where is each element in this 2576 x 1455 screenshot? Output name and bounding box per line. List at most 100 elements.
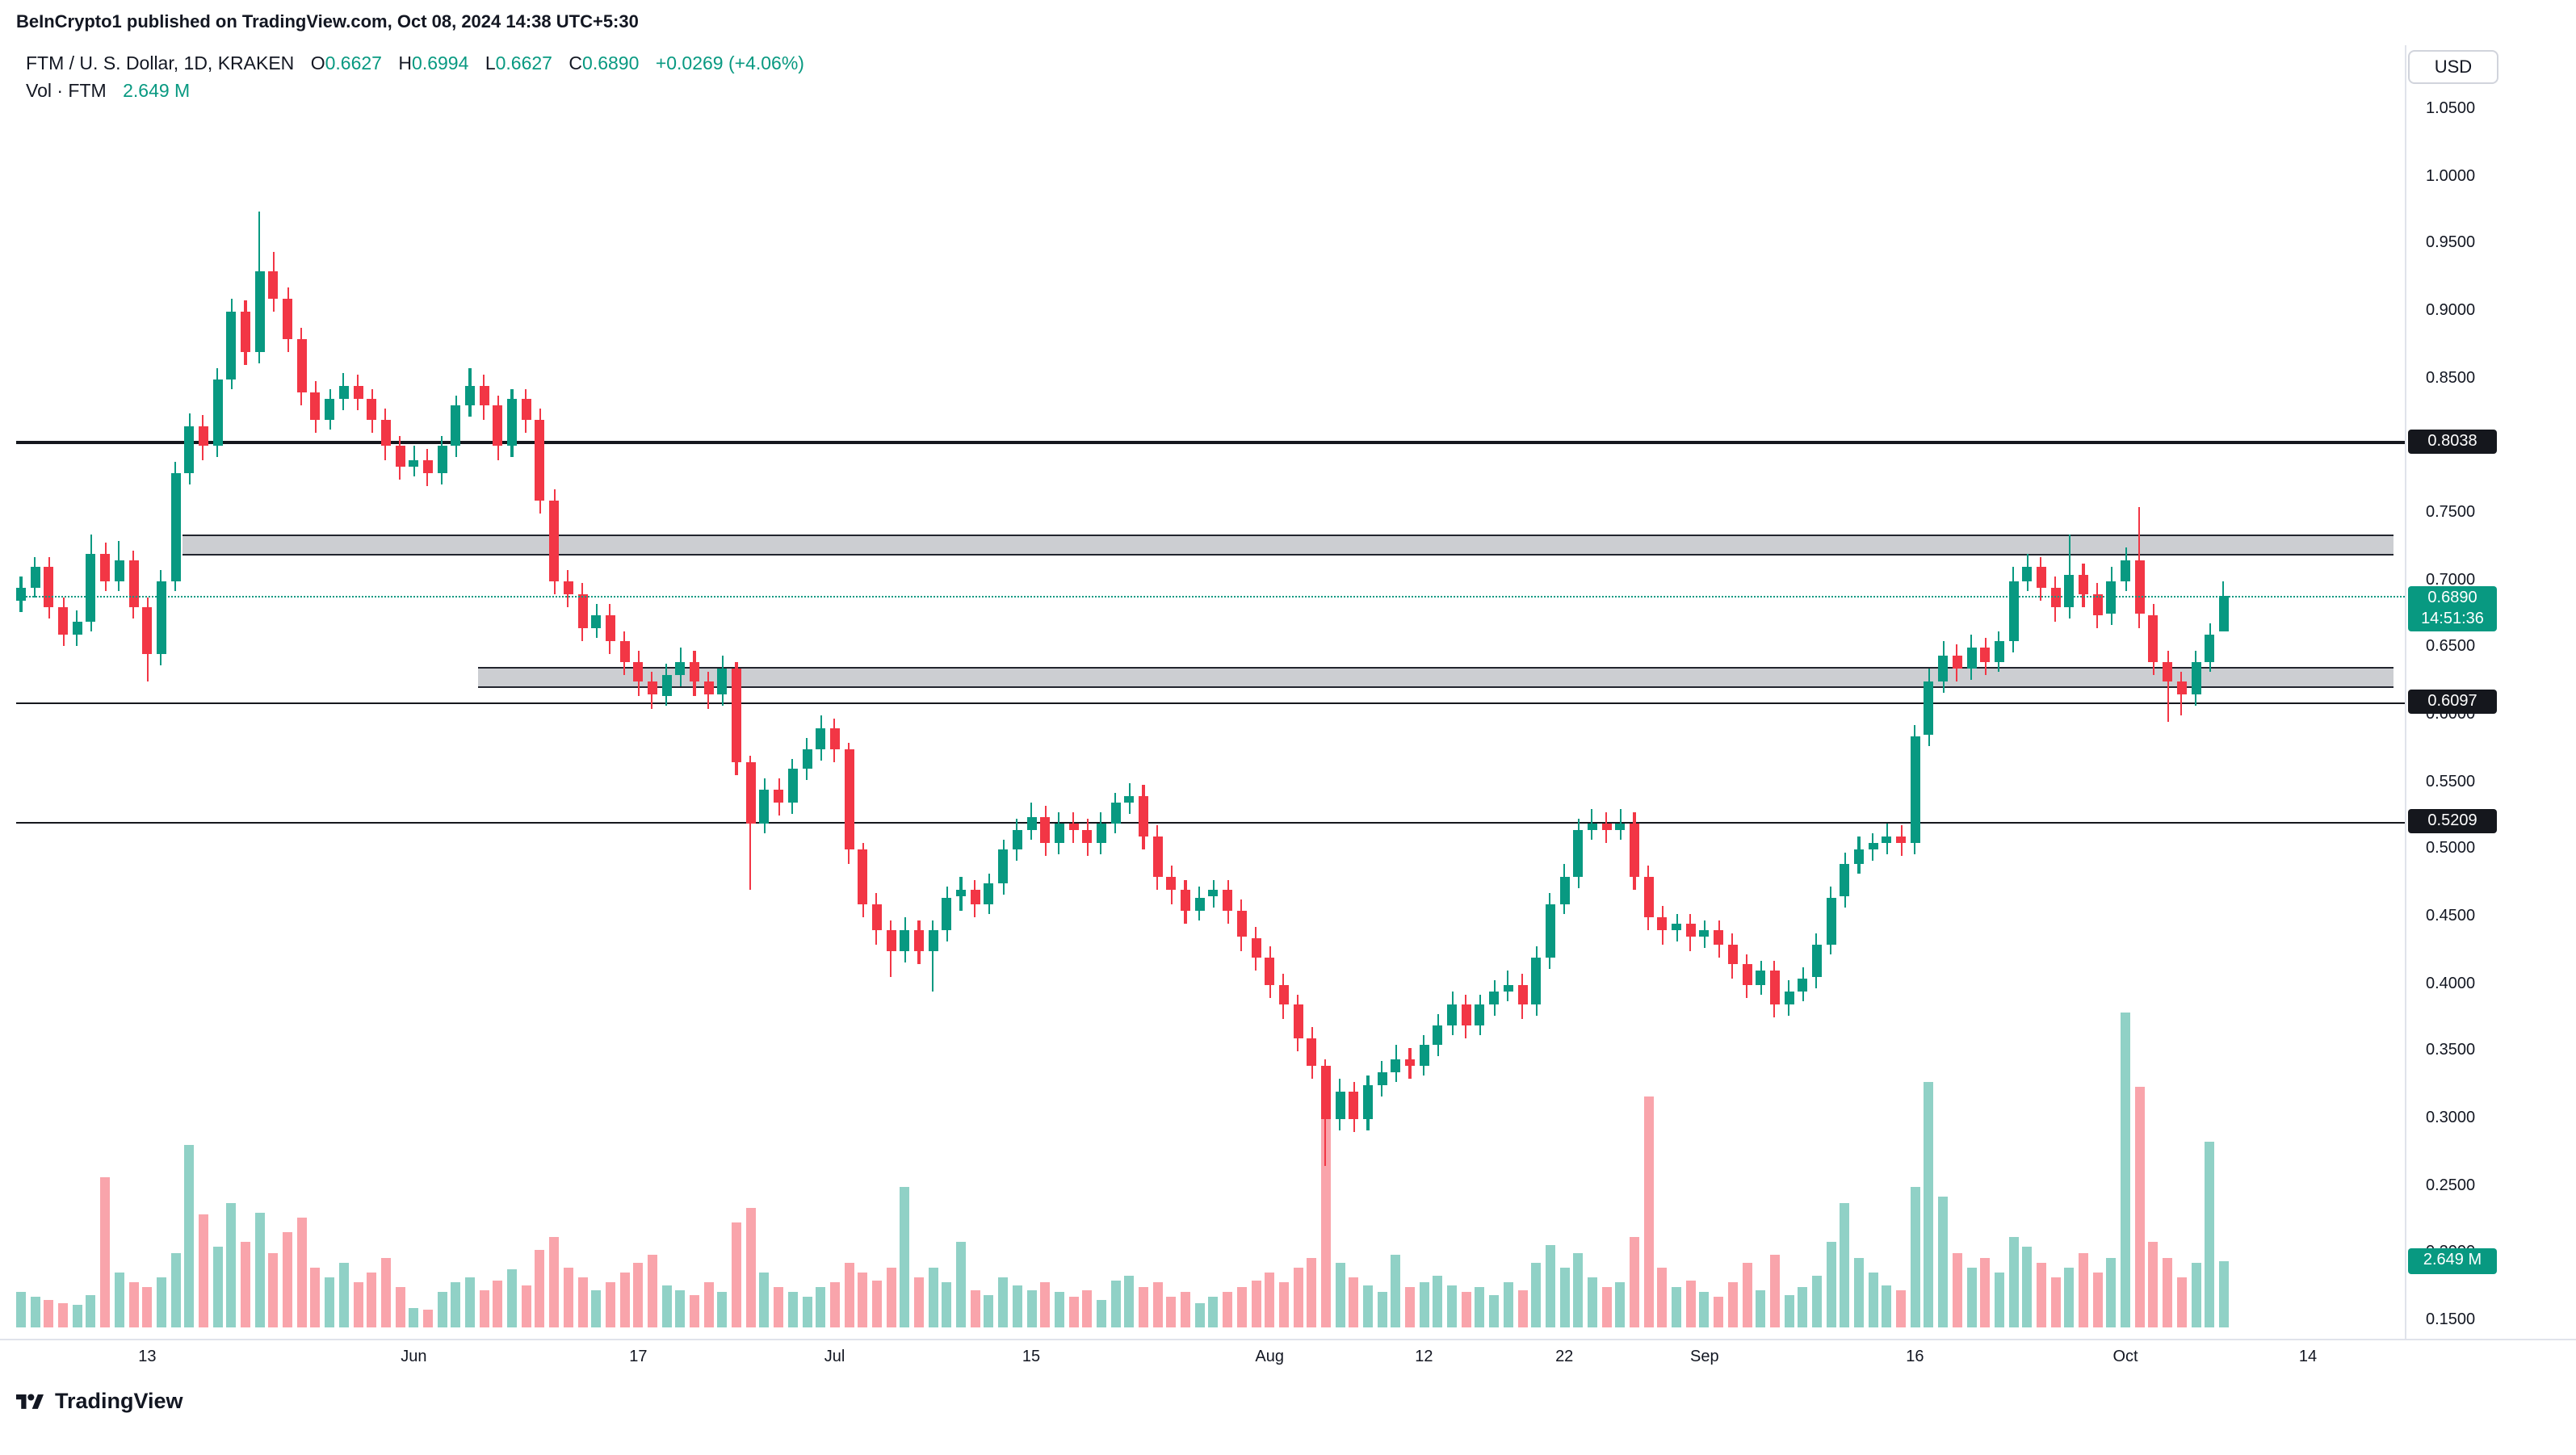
- horizontal-level-line[interactable]: [16, 441, 2405, 444]
- candle[interactable]: [1910, 736, 1920, 844]
- candle[interactable]: [283, 298, 293, 339]
- tradingview-attribution[interactable]: TradingView: [16, 1387, 183, 1415]
- candle[interactable]: [605, 614, 615, 642]
- candle[interactable]: [226, 312, 237, 379]
- candle[interactable]: [198, 426, 208, 447]
- candle[interactable]: [1811, 944, 1822, 978]
- candle[interactable]: [858, 849, 868, 904]
- candle[interactable]: [675, 661, 686, 675]
- candle[interactable]: [1601, 823, 1612, 830]
- candle[interactable]: [437, 446, 447, 473]
- candle[interactable]: [1026, 816, 1036, 830]
- candle[interactable]: [2050, 587, 2061, 608]
- candle[interactable]: [2036, 567, 2046, 588]
- candle[interactable]: [367, 399, 377, 420]
- candle[interactable]: [1882, 837, 1892, 844]
- candle[interactable]: [647, 681, 657, 695]
- candle[interactable]: [1082, 829, 1093, 844]
- candle[interactable]: [1798, 978, 1808, 992]
- candle[interactable]: [142, 607, 153, 655]
- candle[interactable]: [1826, 897, 1836, 945]
- candle[interactable]: [380, 419, 391, 447]
- candle[interactable]: [1461, 1004, 1471, 1025]
- candle[interactable]: [1335, 1092, 1345, 1119]
- candle[interactable]: [717, 668, 728, 695]
- candle[interactable]: [1672, 924, 1682, 931]
- candle[interactable]: [956, 890, 966, 897]
- candle[interactable]: [1405, 1059, 1415, 1066]
- candle[interactable]: [2176, 681, 2187, 695]
- candle[interactable]: [787, 769, 798, 803]
- candle[interactable]: [1236, 910, 1247, 937]
- candle[interactable]: [1756, 971, 1766, 985]
- candle[interactable]: [184, 426, 195, 473]
- candle[interactable]: [844, 748, 854, 850]
- candle[interactable]: [1278, 984, 1289, 1005]
- candle[interactable]: [774, 789, 784, 803]
- candle[interactable]: [16, 587, 26, 602]
- candle[interactable]: [268, 271, 279, 299]
- candle[interactable]: [2092, 594, 2103, 614]
- candle[interactable]: [1966, 648, 1976, 669]
- candle[interactable]: [661, 675, 672, 695]
- candle[interactable]: [1742, 964, 1752, 985]
- candle[interactable]: [1699, 930, 1710, 937]
- currency-button[interactable]: USD: [2408, 50, 2498, 84]
- candle[interactable]: [1447, 1004, 1458, 1025]
- candle[interactable]: [703, 681, 714, 695]
- candle[interactable]: [1531, 958, 1542, 1005]
- candle[interactable]: [690, 661, 699, 682]
- candle[interactable]: [254, 271, 265, 352]
- candle[interactable]: [212, 379, 223, 447]
- candle[interactable]: [241, 312, 250, 352]
- candle[interactable]: [353, 385, 363, 400]
- candle[interactable]: [507, 399, 517, 447]
- supply-zone[interactable]: [477, 667, 2393, 689]
- candle[interactable]: [928, 930, 938, 951]
- candle[interactable]: [816, 728, 826, 749]
- horizontal-level-line[interactable]: [16, 821, 2405, 824]
- candle[interactable]: [1320, 1065, 1331, 1119]
- candle[interactable]: [1952, 655, 1962, 669]
- candle[interactable]: [1194, 897, 1205, 911]
- candle[interactable]: [1223, 890, 1233, 911]
- candle[interactable]: [2191, 661, 2201, 695]
- candle[interactable]: [296, 338, 307, 392]
- candle[interactable]: [914, 930, 924, 951]
- symbol-title[interactable]: FTM / U. S. Dollar, 1D, KRAKEN: [26, 55, 295, 74]
- horizontal-level-line[interactable]: [16, 702, 2405, 705]
- candle[interactable]: [577, 594, 587, 628]
- candle[interactable]: [1994, 641, 2004, 662]
- candle[interactable]: [1166, 877, 1177, 891]
- candle[interactable]: [1854, 849, 1864, 864]
- candle[interactable]: [829, 728, 840, 749]
- candle[interactable]: [1938, 655, 1949, 682]
- candle[interactable]: [1054, 823, 1064, 844]
- candle[interactable]: [409, 459, 419, 467]
- candle[interactable]: [1924, 681, 1934, 736]
- candle[interactable]: [1643, 877, 1654, 917]
- candle[interactable]: [310, 392, 321, 420]
- candle[interactable]: [1517, 984, 1527, 1005]
- candle[interactable]: [942, 897, 952, 931]
- candle[interactable]: [114, 560, 124, 581]
- candle[interactable]: [2121, 560, 2130, 581]
- candle[interactable]: [1896, 837, 1907, 844]
- candle[interactable]: [1349, 1092, 1359, 1119]
- candle[interactable]: [1503, 984, 1513, 992]
- candle[interactable]: [1377, 1071, 1387, 1086]
- candle[interactable]: [325, 399, 335, 420]
- candle[interactable]: [156, 581, 166, 655]
- candle[interactable]: [1265, 958, 1275, 985]
- candle[interactable]: [591, 614, 602, 628]
- candle[interactable]: [1391, 1059, 1401, 1072]
- candle[interactable]: [100, 554, 111, 581]
- candle[interactable]: [732, 668, 741, 763]
- candle[interactable]: [1615, 823, 1626, 830]
- candle[interactable]: [44, 567, 54, 608]
- candle[interactable]: [2218, 595, 2229, 631]
- candle[interactable]: [1251, 937, 1261, 958]
- candle[interactable]: [745, 762, 756, 824]
- candle[interactable]: [2163, 661, 2173, 682]
